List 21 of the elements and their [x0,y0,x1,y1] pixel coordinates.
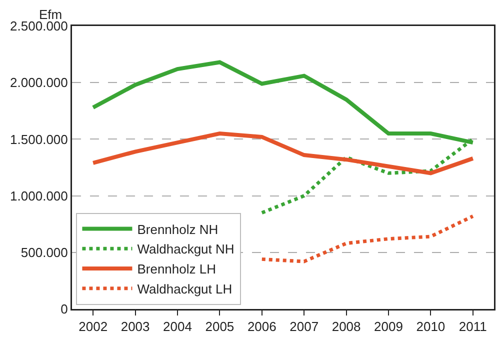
x-tick-label: 2008 [332,319,361,334]
y-tick-label: 1.500.000 [10,132,68,147]
legend-label: Brennholz LH [137,262,216,277]
x-tick-label: 2006 [247,319,276,334]
y-tick-label: 2.000.000 [10,75,68,90]
legend-label: Brennholz NH [137,222,218,237]
x-tick-label: 2007 [290,319,319,334]
x-tick-label: 2002 [78,319,108,334]
y-tick-label: 500.000 [20,244,68,260]
y-tick-label: 1.000.000 [10,188,68,204]
x-tick-label: 2011 [458,319,487,334]
line-series [260,214,475,264]
x-tick-label: 2003 [120,319,150,334]
x-tick-label: 2009 [374,319,403,334]
line-series [91,132,475,176]
x-tick-label: 2010 [416,319,446,334]
legend-label: Waldhackgut LH [137,281,232,296]
x-tick-label: 2004 [163,319,192,334]
legend-label: Waldhackgut NH [137,242,234,257]
x-tick-label: 2005 [205,319,234,334]
y-tick-label: 0 [60,302,68,317]
